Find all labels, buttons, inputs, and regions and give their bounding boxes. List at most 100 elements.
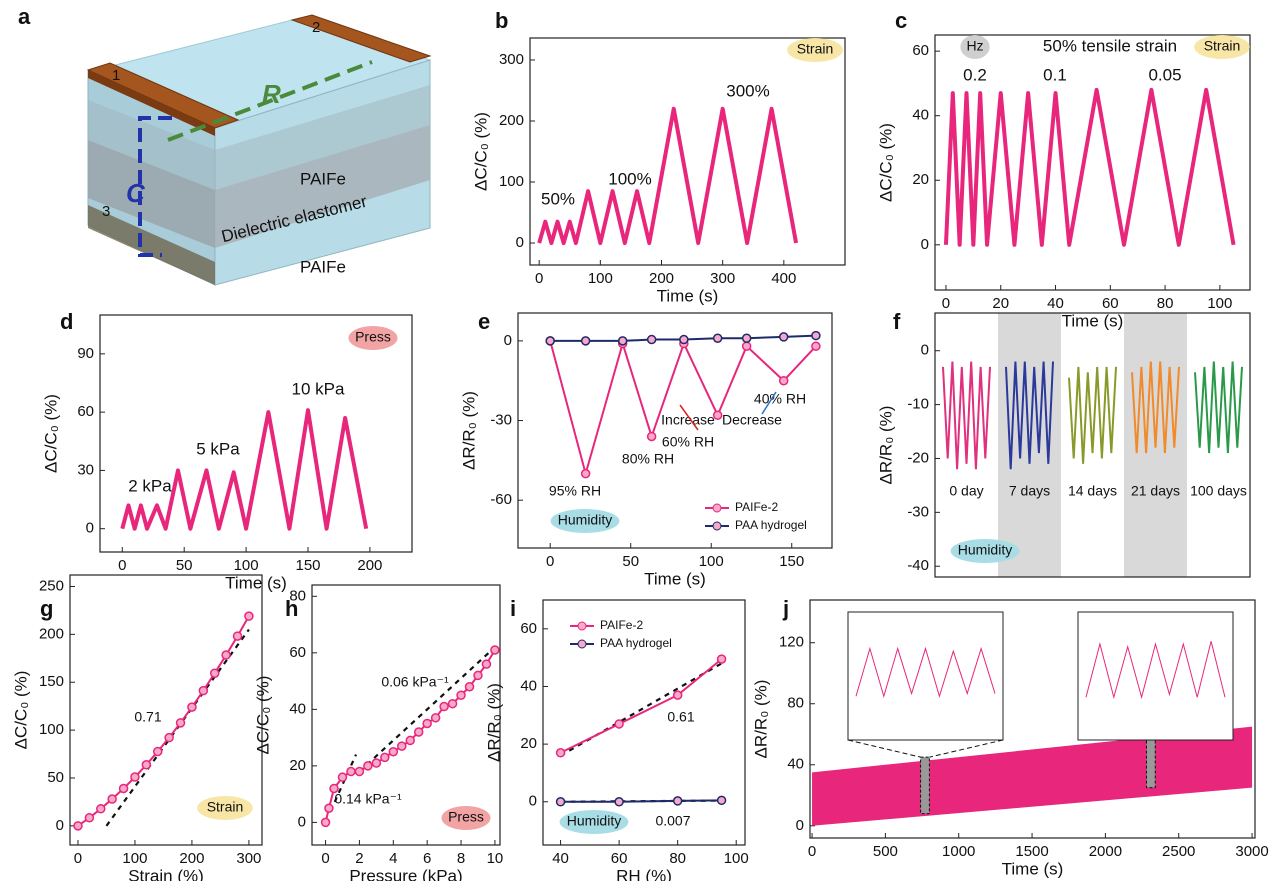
y-tick-label: -30 — [490, 412, 512, 429]
x-tick-label: 20 — [992, 295, 1009, 312]
annotation: 50% tensile strain — [1043, 36, 1177, 55]
panel-label: d — [60, 309, 73, 334]
legend-label: PAIFe-2 — [600, 618, 643, 632]
panel-label: i — [510, 596, 516, 621]
data-point — [440, 703, 448, 711]
y-tick-label: 50 — [47, 769, 64, 786]
fit-line — [359, 647, 494, 771]
data-point — [423, 719, 431, 727]
x-tick-label: 4 — [389, 850, 397, 867]
data-point — [325, 804, 333, 812]
x-tick-label: 200 — [357, 557, 382, 574]
data-point — [457, 691, 465, 699]
badge-label: Humidity — [558, 512, 612, 528]
data-point — [680, 336, 688, 344]
x-axis-label: Time (s) — [225, 573, 287, 592]
y-tick-label: -60 — [490, 491, 512, 508]
x-tick-label: 3000 — [1235, 843, 1268, 860]
x-tick-label: 40 — [552, 850, 569, 867]
data-point — [108, 795, 116, 803]
x-tick-label: 100 — [234, 557, 259, 574]
annotation: 0.2 — [963, 65, 987, 84]
x-tick-label: 200 — [649, 270, 674, 287]
y-tick-label: 60 — [912, 42, 929, 59]
x-tick-label: 50 — [176, 557, 193, 574]
y-tick-label: 200 — [39, 625, 64, 642]
y-tick-label: 90 — [77, 345, 94, 362]
data-point — [74, 822, 82, 830]
capacitance-label: C — [126, 178, 146, 208]
data-point — [432, 714, 440, 722]
panel-label: j — [782, 596, 789, 621]
annotation: 40% RH — [754, 391, 806, 407]
x-tick-label: 400 — [771, 270, 796, 287]
panel: g0501001502002500100200300Strain (%)ΔC/C… — [11, 575, 262, 881]
x-tick-label: 100 — [1207, 295, 1232, 312]
data-point — [85, 814, 93, 822]
data-line — [78, 616, 249, 826]
data-line — [946, 90, 1234, 245]
x-tick-label: 0 — [546, 553, 554, 570]
legend-label: PAA hydrogel — [735, 518, 807, 532]
y-tick-label: 0 — [86, 520, 94, 537]
x-tick-label: 0 — [808, 843, 816, 860]
y-tick-label: 60 — [77, 403, 94, 420]
data-point — [714, 411, 722, 419]
panel-label: g — [40, 596, 53, 621]
data-point — [619, 337, 627, 345]
x-tick-label: 0 — [74, 850, 82, 867]
data-line — [1195, 361, 1242, 453]
x-tick-label: 60 — [1102, 295, 1119, 312]
data-point — [743, 342, 751, 350]
annotation: 300% — [726, 81, 769, 100]
y-tick-label: 80 — [787, 695, 804, 712]
panel-label: a — [18, 4, 31, 29]
panel-label: e — [478, 309, 490, 334]
data-point — [546, 337, 554, 345]
y-tick-label: 0 — [921, 236, 929, 253]
annotation: 100% — [608, 169, 651, 188]
annotation: 2 kPa — [128, 476, 172, 495]
annotation: 60% RH — [662, 434, 714, 450]
data-point — [615, 798, 623, 806]
data-line — [122, 410, 366, 529]
data-point — [398, 742, 406, 750]
data-point — [211, 669, 219, 677]
segment-label: 7 days — [1009, 483, 1050, 499]
y-axis-label: ΔR/R₀ (%) — [459, 391, 478, 470]
zoom-region — [921, 757, 930, 813]
data-point — [222, 651, 230, 659]
y-tick-label: 150 — [39, 673, 64, 690]
x-axis-label: Time (s) — [657, 286, 719, 305]
legend-marker — [713, 522, 721, 530]
badge-label: Hz — [966, 38, 983, 54]
data-point — [154, 748, 162, 756]
data-point — [812, 332, 820, 340]
data-point — [812, 342, 820, 350]
data-point — [648, 336, 656, 344]
data-point — [97, 805, 105, 813]
data-point — [389, 748, 397, 756]
data-point — [482, 660, 490, 668]
electrode-number: 1 — [112, 67, 120, 84]
badge-label: Humidity — [958, 542, 1012, 558]
y-tick-label: 100 — [499, 173, 524, 190]
panel: i0204060406080100RH (%)ΔR/R₀ (%)0.610.00… — [484, 596, 748, 881]
data-point — [120, 785, 128, 793]
x-tick-label: 0 — [321, 850, 329, 867]
y-tick-label: 0 — [516, 234, 524, 251]
data-point — [347, 768, 355, 776]
electrode-number: 3 — [102, 203, 110, 220]
segment-label: 14 days — [1068, 483, 1117, 499]
legend-label: PAA hydrogel — [600, 636, 672, 650]
data-point — [381, 753, 389, 761]
x-axis-label: Time (s) — [1062, 311, 1124, 330]
x-tick-label: 150 — [295, 557, 320, 574]
y-tick-label: 40 — [520, 677, 537, 694]
panel-label: b — [495, 8, 508, 33]
x-tick-label: 100 — [699, 553, 724, 570]
data-point — [199, 687, 207, 695]
x-tick-label: 2500 — [1162, 843, 1195, 860]
annotation: 95% RH — [549, 483, 601, 499]
badge-label: Strain — [797, 41, 834, 57]
